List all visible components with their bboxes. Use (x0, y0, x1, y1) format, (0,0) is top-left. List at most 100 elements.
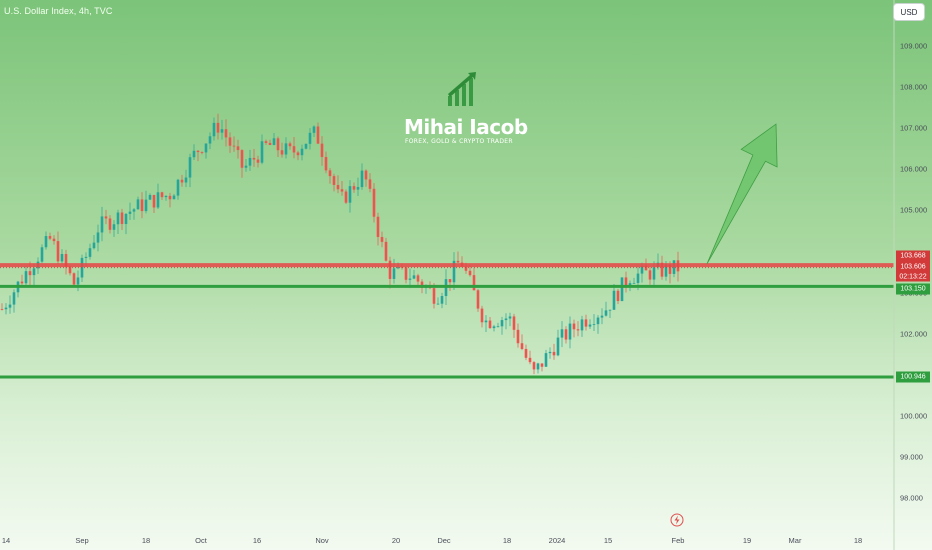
candle-body (480, 308, 484, 323)
candle-body (68, 266, 72, 274)
candle-body (608, 309, 612, 311)
candle-body (520, 343, 524, 349)
candle-body (380, 236, 384, 242)
candle-body (332, 176, 336, 185)
candle-body (436, 303, 440, 305)
candle-body (264, 141, 268, 143)
y-tick-label: 99.000 (900, 452, 923, 462)
candle-body (312, 126, 316, 133)
candle-body (232, 145, 236, 147)
candle-body (472, 275, 476, 291)
candle-body (148, 194, 152, 200)
candle-body (536, 363, 540, 370)
candle-body (668, 264, 672, 274)
candle-body (360, 170, 364, 188)
candle-body (268, 142, 272, 145)
candle-body (376, 216, 380, 237)
candle-body (84, 256, 88, 258)
candle-body (560, 329, 564, 338)
candle-body (556, 337, 560, 356)
candle-body (496, 326, 500, 328)
candle-body (220, 129, 224, 133)
y-tick-label: 105.000 (900, 205, 928, 215)
candle-body (4, 307, 8, 310)
candle-body (152, 194, 156, 208)
currency-button[interactable]: USD (893, 3, 925, 21)
y-tick-label: 102.000 (900, 329, 928, 339)
candle-body (140, 199, 144, 212)
candle-body (228, 137, 232, 146)
candle-body (104, 216, 108, 219)
candle-body (92, 242, 96, 249)
horizontal-levels (0, 263, 894, 379)
projection-arrow-shape (706, 123, 778, 265)
candle-body (412, 275, 416, 279)
candle-body (524, 348, 528, 358)
candle-body (404, 267, 408, 280)
candle-body (372, 188, 376, 217)
candle-body (420, 281, 424, 288)
candle-body (44, 236, 48, 248)
candle-body (124, 213, 128, 224)
candle-body (528, 357, 532, 363)
candle-body (592, 324, 596, 325)
candle-body (464, 266, 468, 271)
candle-body (320, 143, 324, 157)
candle-body (356, 187, 360, 190)
candle-body (40, 247, 44, 262)
candle-body (168, 195, 172, 200)
candle-body (288, 143, 292, 147)
candle-body (236, 146, 240, 151)
candle-body (344, 191, 348, 203)
x-tick-label: 19 (742, 536, 752, 545)
candle-body (60, 254, 64, 262)
x-tick-label: Feb (671, 536, 685, 545)
candle-body (172, 195, 176, 200)
candle-body (56, 241, 60, 262)
candle-body (300, 148, 304, 156)
candle-body (96, 232, 100, 243)
candle-body (0, 309, 4, 310)
candle-body (156, 192, 160, 208)
candle-body (8, 304, 12, 308)
candle-body (664, 264, 668, 277)
projection-arrow (706, 123, 778, 265)
candle-body (640, 265, 644, 274)
candle-body (176, 179, 180, 196)
candle-body (440, 296, 444, 304)
candle-body (548, 351, 552, 354)
candle-body (72, 273, 76, 285)
candle-body (636, 273, 640, 283)
candle-body (652, 267, 656, 280)
candle-body (260, 141, 264, 163)
x-tick-label: Oct (195, 536, 207, 545)
candle-body (280, 150, 284, 155)
x-tick-label: 18 (141, 536, 151, 545)
lightning-icon[interactable] (670, 513, 684, 532)
candle-body (272, 138, 276, 145)
candle-body (316, 126, 320, 144)
candle-body (296, 152, 300, 156)
support-price-tag-1: 103.150 (896, 283, 930, 295)
x-tick-label: 20 (391, 536, 401, 545)
candle-body (284, 143, 288, 155)
candle-body (32, 268, 36, 276)
candle-body (192, 150, 196, 158)
x-tick-label: 14 (1, 536, 11, 545)
resistance-price-tag: 103.668 (896, 250, 930, 262)
candle-body (484, 320, 488, 323)
logo-tagline: FOREX, GOLD & CRYPTO TRADER (405, 138, 513, 145)
candle-body (396, 266, 400, 269)
candle-body (584, 319, 588, 327)
candle-body (212, 122, 216, 137)
candle-body (588, 324, 592, 327)
logo-name: Mihai Iacob (404, 115, 528, 139)
candle-body (468, 270, 472, 276)
candle-body (388, 260, 392, 279)
x-tick-label: 18 (853, 536, 863, 545)
candle-body (364, 170, 368, 180)
candle-body (304, 143, 308, 149)
candle-body (628, 283, 632, 287)
candle-body (108, 218, 112, 230)
